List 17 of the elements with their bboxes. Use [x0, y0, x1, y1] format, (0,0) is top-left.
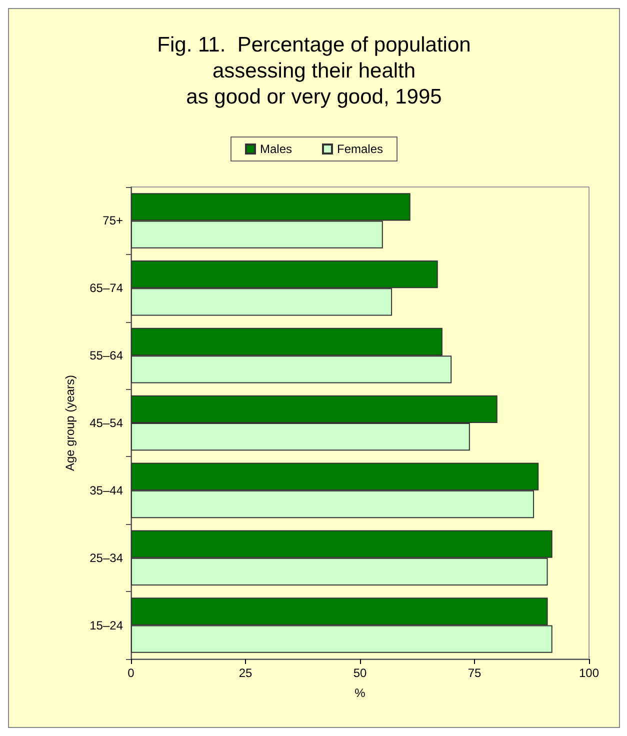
y-tick-label: 55–64 [90, 348, 124, 363]
y-tick-label: 75+ [102, 214, 123, 228]
x-tick-label: 75 [468, 666, 482, 680]
y-tick-label: 25–34 [90, 550, 124, 565]
y-tick-label: 15–24 [90, 618, 124, 632]
x-axis-title: % [354, 686, 366, 700]
y-axis-title: Age group (years) [63, 374, 77, 472]
y-tick-label: 45–54 [90, 416, 124, 430]
x-tick-label: 0 [128, 666, 135, 680]
y-tick-label: 65–74 [90, 281, 124, 296]
legend-label: Males [260, 142, 292, 156]
x-tick-label: 25 [238, 666, 252, 680]
x-tick-label: 50 [353, 666, 367, 680]
legend-label: Females [337, 142, 384, 156]
x-tick-label: 100 [578, 666, 600, 680]
chart-title: Fig. 11. Percentage of population assessing their health as good or very good, 1995 [157, 34, 471, 108]
y-tick-label: 35–44 [90, 483, 124, 498]
